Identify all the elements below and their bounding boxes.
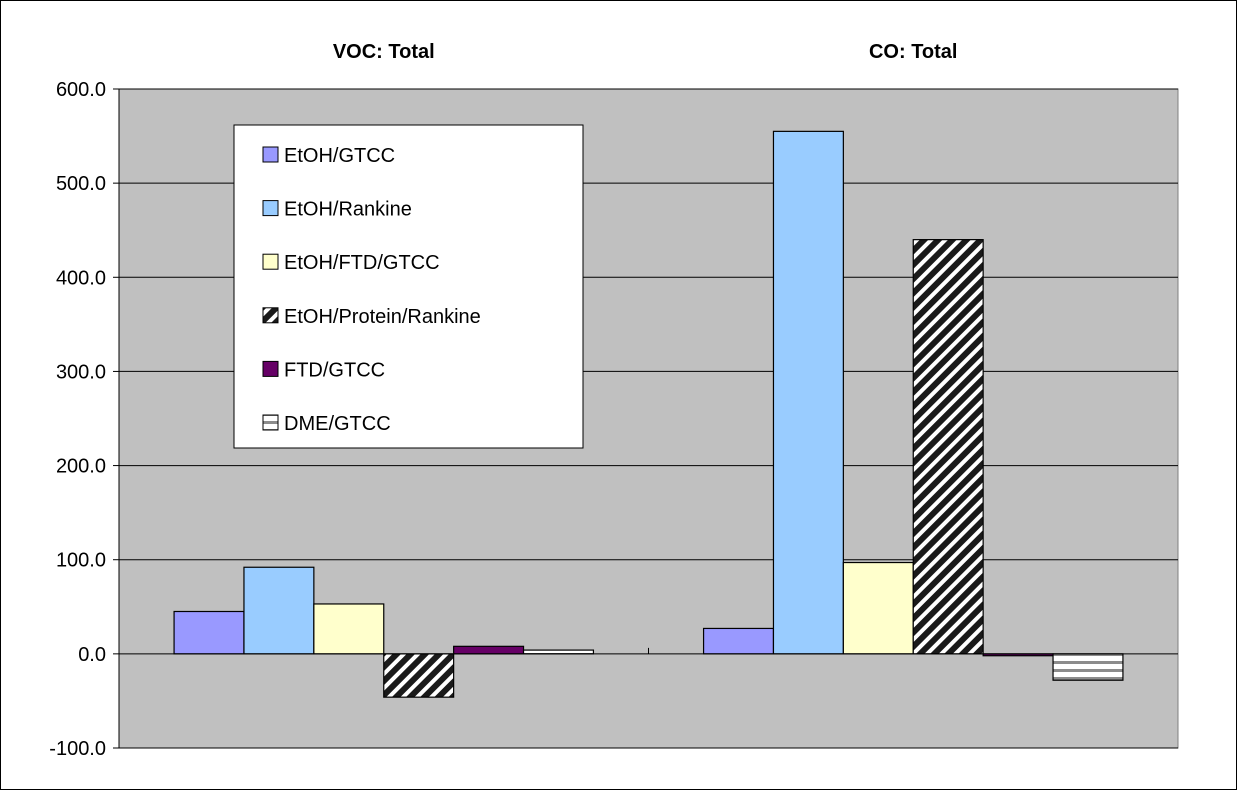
bar-etoh-protein-rankine-voc [383,653,455,698]
bar-dme-gtcc-voc [522,649,595,655]
y-tick-label: 100.0 [56,550,106,572]
legend-swatch [262,307,279,324]
y-tick-labels: 600.0 500.0 400.0 300.0 200.0 100.0 0.0 -100.0 [49,79,106,760]
bar-etoh-rankine-co [772,130,844,655]
bar-dme-gtcc-co [1052,653,1124,681]
bar-etoh-gtcc-co [702,627,775,655]
legend-label: DME/GTCC [284,413,391,435]
bar-etoh-ftd-gtcc-co [842,561,914,655]
legend-box [233,124,584,449]
legend-swatch [262,253,279,270]
legend-label: EtOH/Protein/Rankine [284,306,481,328]
axes [113,88,1178,749]
legend-label: FTD/GTCC [284,359,385,381]
bars [173,130,1124,698]
y-tick-label: 300.0 [56,361,106,383]
legend-swatch [262,200,279,217]
bar-etoh-gtcc-voc [173,610,245,655]
legend-label: EtOH/FTD/GTCC [284,252,440,274]
y-tick-label: 200.0 [56,456,106,478]
legend-swatch [262,414,279,431]
y-tick-label: 400.0 [56,267,106,289]
y-tick-label: 600.0 [56,79,106,101]
legend-label: EtOH/Rankine [284,199,412,221]
y-tick-label: 500.0 [56,173,106,195]
bar-etoh-rankine-voc [243,566,315,655]
bar-etoh-protein-rankine-co [912,239,984,655]
category-labels: VOC: Total CO: Total [333,41,958,63]
category-label: CO: Total [869,41,958,63]
y-tick-label: 0.0 [78,644,106,666]
legend: EtOH/GTCC EtOH/Rankine EtOH/FTD/GTCC EtOH/P… [233,124,584,449]
bar-etoh-ftd-gtcc-voc [313,603,385,655]
legend-label: EtOH/GTCC [284,145,395,167]
legend-swatch [262,360,279,377]
bar-ftd-gtcc-voc [453,645,525,655]
y-tick-label: -100.0 [49,738,106,760]
category-label: VOC: Total [333,41,435,63]
legend-swatch [262,146,279,163]
